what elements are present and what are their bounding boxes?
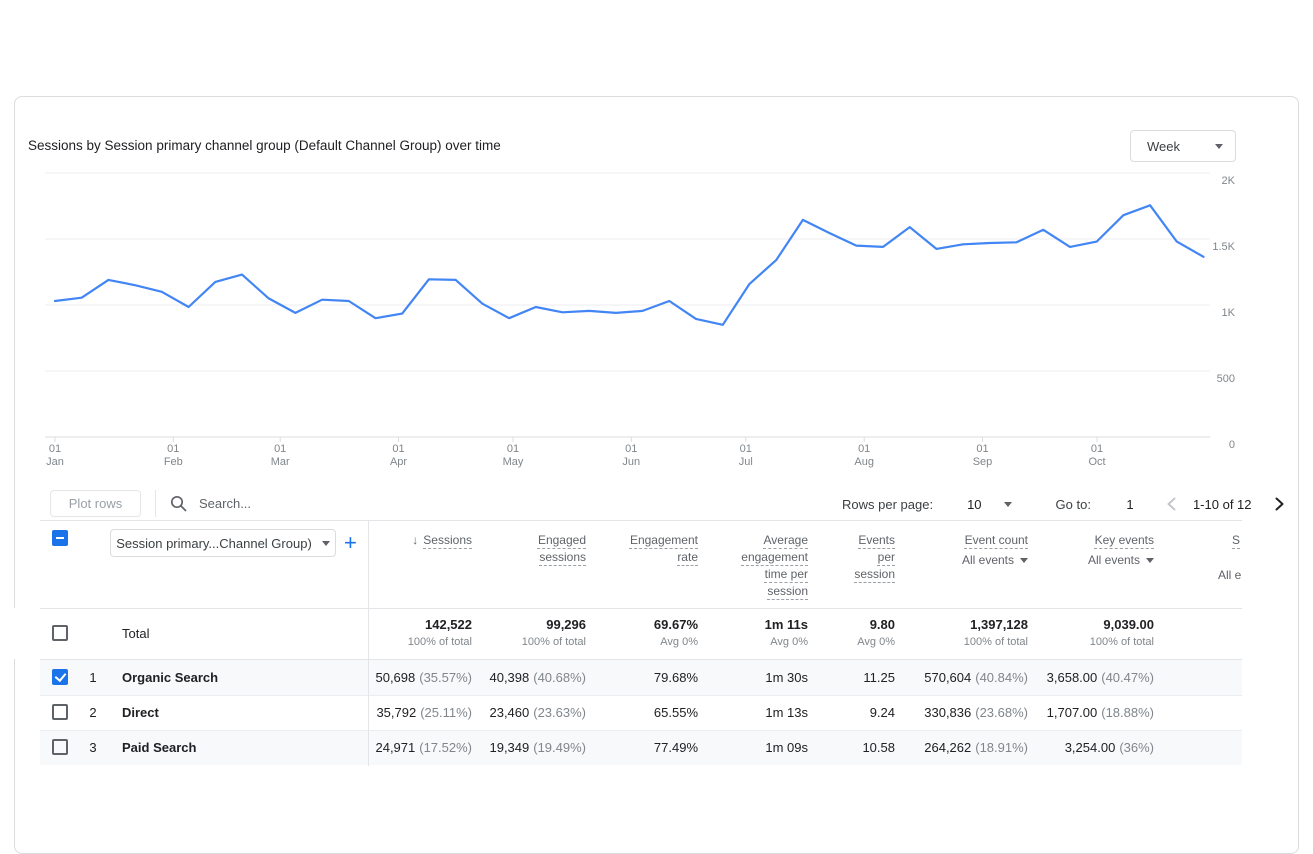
table-border xyxy=(40,695,1242,696)
row-checkbox[interactable] xyxy=(52,704,68,720)
svg-text:01: 01 xyxy=(274,443,286,455)
total-label: Total xyxy=(122,626,150,641)
row-checkbox[interactable] xyxy=(52,669,68,685)
dimension-selector-value: Session primary...Channel Group) xyxy=(116,535,312,551)
add-dimension-icon[interactable]: + xyxy=(344,530,357,555)
table-row: 2 Direct 35,792 (25.11%) 23,460 (23.63%) 6… xyxy=(40,695,1242,730)
row-rank: 2 xyxy=(89,705,97,720)
search-input[interactable] xyxy=(197,495,351,512)
svg-text:1.5K: 1.5K xyxy=(1212,241,1235,253)
plot-rows-button[interactable]: Plot rows xyxy=(50,490,141,517)
svg-text:Aug: Aug xyxy=(854,456,874,468)
svg-text:May: May xyxy=(503,456,524,468)
previous-page-icon[interactable] xyxy=(1163,495,1181,513)
row-rank: 1 xyxy=(89,670,97,685)
row-checkbox[interactable] xyxy=(52,739,68,755)
goto-page-input[interactable] xyxy=(1114,495,1145,513)
report-card xyxy=(14,96,1299,854)
svg-text:Mar: Mar xyxy=(271,456,290,468)
svg-text:01: 01 xyxy=(976,443,988,455)
chevron-down-icon xyxy=(1146,558,1154,563)
table-row: 1 Organic Search 50,698 (35.57%) 40,398 (4… xyxy=(40,660,1242,695)
channel-table: Session primary...Channel Group) + ↓ Sess… xyxy=(14,520,1242,766)
rows-per-page-value[interactable]: 10 xyxy=(967,496,982,512)
table-row: 3 Paid Search 24,971 (17.52%) 19,349 (19.4… xyxy=(40,730,1242,765)
svg-text:Sep: Sep xyxy=(973,456,993,468)
svg-text:01: 01 xyxy=(507,443,519,455)
svg-text:01: 01 xyxy=(625,443,637,455)
channel-name: Direct xyxy=(122,705,159,720)
column-header-key-events[interactable]: Key events xyxy=(1094,533,1154,547)
interval-selector[interactable]: Week xyxy=(1130,130,1236,162)
svg-text:01: 01 xyxy=(1091,443,1103,455)
next-page-icon[interactable] xyxy=(1270,495,1288,513)
svg-text:01: 01 xyxy=(49,443,61,455)
svg-text:Jun: Jun xyxy=(622,456,640,468)
page-range-label: 1-10 of 12 xyxy=(1192,496,1252,512)
event-count-filter[interactable]: All events xyxy=(898,553,1028,567)
table-border xyxy=(40,520,1242,521)
svg-text:Jul: Jul xyxy=(739,456,753,468)
select-all-checkbox[interactable] xyxy=(52,530,68,546)
total-row: Total 142,522 100% of total 99,296 100% of… xyxy=(14,608,1242,659)
key-events-filter[interactable]: All events xyxy=(1024,553,1154,567)
table-divider xyxy=(368,520,369,766)
svg-text:1K: 1K xyxy=(1222,307,1236,319)
clipped-column-filter: All e xyxy=(1218,568,1242,582)
total-checkbox[interactable] xyxy=(52,625,68,641)
sessions-line-chart: 05001K1.5K2K01Jan01Feb01Mar01Apr01May01J… xyxy=(45,172,1236,468)
column-header-sessions[interactable]: ↓ Sessions xyxy=(412,533,472,547)
svg-text:01: 01 xyxy=(167,443,179,455)
column-header-event-count[interactable]: Event count xyxy=(964,533,1028,547)
chevron-down-icon xyxy=(321,540,330,546)
dimension-selector[interactable]: Session primary...Channel Group) xyxy=(110,529,336,557)
toolbar-divider xyxy=(155,490,156,517)
rows-per-page-label: Rows per page: xyxy=(842,496,934,512)
svg-text:500: 500 xyxy=(1217,373,1235,385)
svg-text:2K: 2K xyxy=(1222,175,1236,187)
channel-name: Organic Search xyxy=(122,670,219,685)
chevron-down-icon xyxy=(1215,143,1223,149)
table-search xyxy=(170,490,351,517)
svg-text:Oct: Oct xyxy=(1088,456,1105,468)
svg-text:Jan: Jan xyxy=(46,456,64,468)
table-border xyxy=(40,730,1242,731)
table-border xyxy=(40,608,1242,609)
svg-text:01: 01 xyxy=(392,443,404,455)
goto-label: Go to: xyxy=(1055,496,1091,512)
chevron-down-icon xyxy=(1020,558,1028,563)
svg-text:Feb: Feb xyxy=(164,456,183,468)
svg-text:Apr: Apr xyxy=(390,456,407,468)
svg-text:01: 01 xyxy=(740,443,752,455)
pagination: Rows per page: 10 Go to: 1-10 of 12 xyxy=(842,489,1288,519)
page-title: Sessions by Session primary channel grou… xyxy=(28,138,501,153)
column-header-engaged-sessions[interactable]: Engaged sessions xyxy=(537,533,586,564)
column-header-events-per-session[interactable]: Events per session xyxy=(854,533,895,581)
chevron-down-icon[interactable] xyxy=(1003,501,1012,507)
column-header-avg-engagement-time[interactable]: Average engagement time per session xyxy=(741,533,808,598)
search-icon xyxy=(170,495,187,512)
sort-descending-icon: ↓ xyxy=(412,533,419,547)
clipped-column-header: S xyxy=(1232,533,1241,547)
column-header-engagement-rate[interactable]: Engagement rate xyxy=(629,533,698,564)
table-border xyxy=(40,659,1242,660)
channel-name: Paid Search xyxy=(122,740,197,755)
interval-selector-value: Week xyxy=(1147,138,1180,154)
row-rank: 3 xyxy=(89,740,97,755)
svg-text:0: 0 xyxy=(1229,439,1235,451)
svg-text:01: 01 xyxy=(858,443,870,455)
